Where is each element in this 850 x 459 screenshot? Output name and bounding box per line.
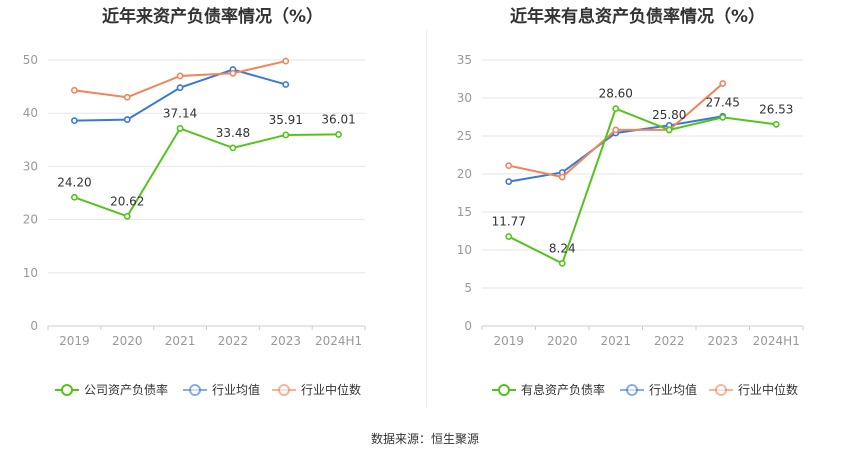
data-point xyxy=(665,126,673,134)
y-tick-label: 0 xyxy=(464,319,472,333)
data-source-note: 数据来源：恒生聚源 xyxy=(370,432,479,446)
data-point xyxy=(282,131,290,139)
x-tick-label: 2019 xyxy=(493,334,524,348)
legend-label: 行业均值 xyxy=(649,382,697,397)
y-tick-label: 50 xyxy=(23,53,38,67)
legend-item[interactable]: 行业中位数 xyxy=(272,382,361,397)
data-point xyxy=(558,173,566,181)
x-tick-label: 2024H1 xyxy=(315,334,362,348)
y-tick-label: 35 xyxy=(457,53,472,67)
data-label: 8.24 xyxy=(549,241,576,255)
data-point xyxy=(123,93,131,101)
x-tick-label: 2019 xyxy=(59,334,90,348)
y-tick-label: 5 xyxy=(464,281,472,295)
data-point xyxy=(123,116,131,123)
legend-label: 有息资产负债率 xyxy=(521,382,605,397)
data-point xyxy=(176,72,184,80)
legend-item[interactable]: 行业中位数 xyxy=(709,382,798,397)
x-tick-label: 2023 xyxy=(707,334,738,348)
y-tick-label: 10 xyxy=(457,243,472,257)
data-point xyxy=(505,162,513,170)
y-tick-label: 20 xyxy=(457,167,472,181)
x-tick-label: 2021 xyxy=(600,334,631,348)
y-tick-label: 30 xyxy=(457,91,472,105)
data-label: 20.62 xyxy=(110,194,144,208)
data-label: 24.20 xyxy=(57,175,91,189)
data-point xyxy=(772,120,780,128)
data-label: 36.01 xyxy=(321,112,355,126)
legend-label: 行业中位数 xyxy=(301,382,361,397)
data-point xyxy=(282,57,290,65)
y-tick-label: 30 xyxy=(23,159,38,173)
legend-label: 公司资产负债率 xyxy=(84,382,168,397)
chart-debt-ratio: 0 10 20 30 40 50 2019 2020 2021 2022 2023 2024H1 24.… xyxy=(23,53,366,397)
data-point xyxy=(71,86,78,94)
legend-label: 行业中位数 xyxy=(738,382,798,397)
x-tick-label: 2020 xyxy=(112,334,143,348)
legend-label: 行业均值 xyxy=(212,382,260,397)
data-point xyxy=(71,193,78,201)
divider xyxy=(426,30,427,408)
legend-marker xyxy=(498,384,510,396)
legend-marker xyxy=(626,384,638,396)
legend-item[interactable]: 行业均值 xyxy=(183,382,260,397)
data-point xyxy=(176,84,184,92)
data-point xyxy=(719,113,727,121)
y-tick-label: 0 xyxy=(30,319,38,333)
data-label: 28.60 xyxy=(599,87,633,101)
data-point xyxy=(71,117,78,125)
chart-interest-debt-ratio: 0 5 10 15 20 25 30 35 2019 2020 2021 2022 2023 2024H1… xyxy=(457,53,804,397)
y-tick-label: 20 xyxy=(23,213,38,227)
data-point xyxy=(123,212,131,220)
data-point xyxy=(612,105,620,113)
data-point xyxy=(282,81,290,88)
data-point xyxy=(229,69,237,77)
series-line-0 xyxy=(74,127,339,218)
data-label: 11.77 xyxy=(492,215,526,229)
series-line-0 xyxy=(508,107,777,265)
data-label: 37.14 xyxy=(163,106,197,120)
chart-title: 近年来有息资产负债率情况（%） xyxy=(509,7,766,27)
data-point xyxy=(505,233,513,240)
legend-item[interactable]: 有息资产负债率 xyxy=(492,382,605,397)
chart-panel-interest-debt-ratio: 近年来有息资产负债率情况（%） 0 5 10 15 20 25 30 35 2019 2020 20… xyxy=(425,0,850,420)
x-tick-label: 2024H1 xyxy=(753,334,800,348)
x-tick-label: 2022 xyxy=(654,334,685,348)
x-tick-label: 2021 xyxy=(165,334,196,348)
data-point xyxy=(176,125,184,132)
data-point xyxy=(229,144,237,152)
data-point xyxy=(612,126,620,134)
y-tick-label: 25 xyxy=(457,129,472,143)
legend-item[interactable]: 公司资产负债率 xyxy=(55,382,168,397)
x-tick-label: 2020 xyxy=(547,334,578,348)
legend-marker xyxy=(61,384,73,396)
data-point xyxy=(558,259,566,267)
chart-panel-debt-ratio: 近年来资产负债率情况（%） 0 10 20 30 40 50 2019 2020 2021 202… xyxy=(0,0,425,420)
data-label: 27.45 xyxy=(706,95,740,109)
y-tick-label: 15 xyxy=(457,205,472,219)
data-label: 25.80 xyxy=(652,108,686,122)
y-tick-label: 40 xyxy=(23,106,38,120)
data-label: 35.91 xyxy=(269,113,303,127)
legend-marker xyxy=(715,384,727,396)
legend-item[interactable]: 行业均值 xyxy=(620,382,697,397)
legend-marker xyxy=(278,384,290,396)
x-tick-label: 2023 xyxy=(270,334,301,348)
y-tick-label: 10 xyxy=(23,266,38,280)
data-point xyxy=(719,80,727,87)
legend-marker xyxy=(189,384,201,396)
chart-title: 近年来资产负债率情况（%） xyxy=(101,7,324,27)
data-point xyxy=(505,178,513,185)
x-tick-label: 2022 xyxy=(218,334,249,348)
data-label: 33.48 xyxy=(216,126,250,140)
data-label: 26.53 xyxy=(759,102,793,116)
data-point xyxy=(335,131,342,138)
